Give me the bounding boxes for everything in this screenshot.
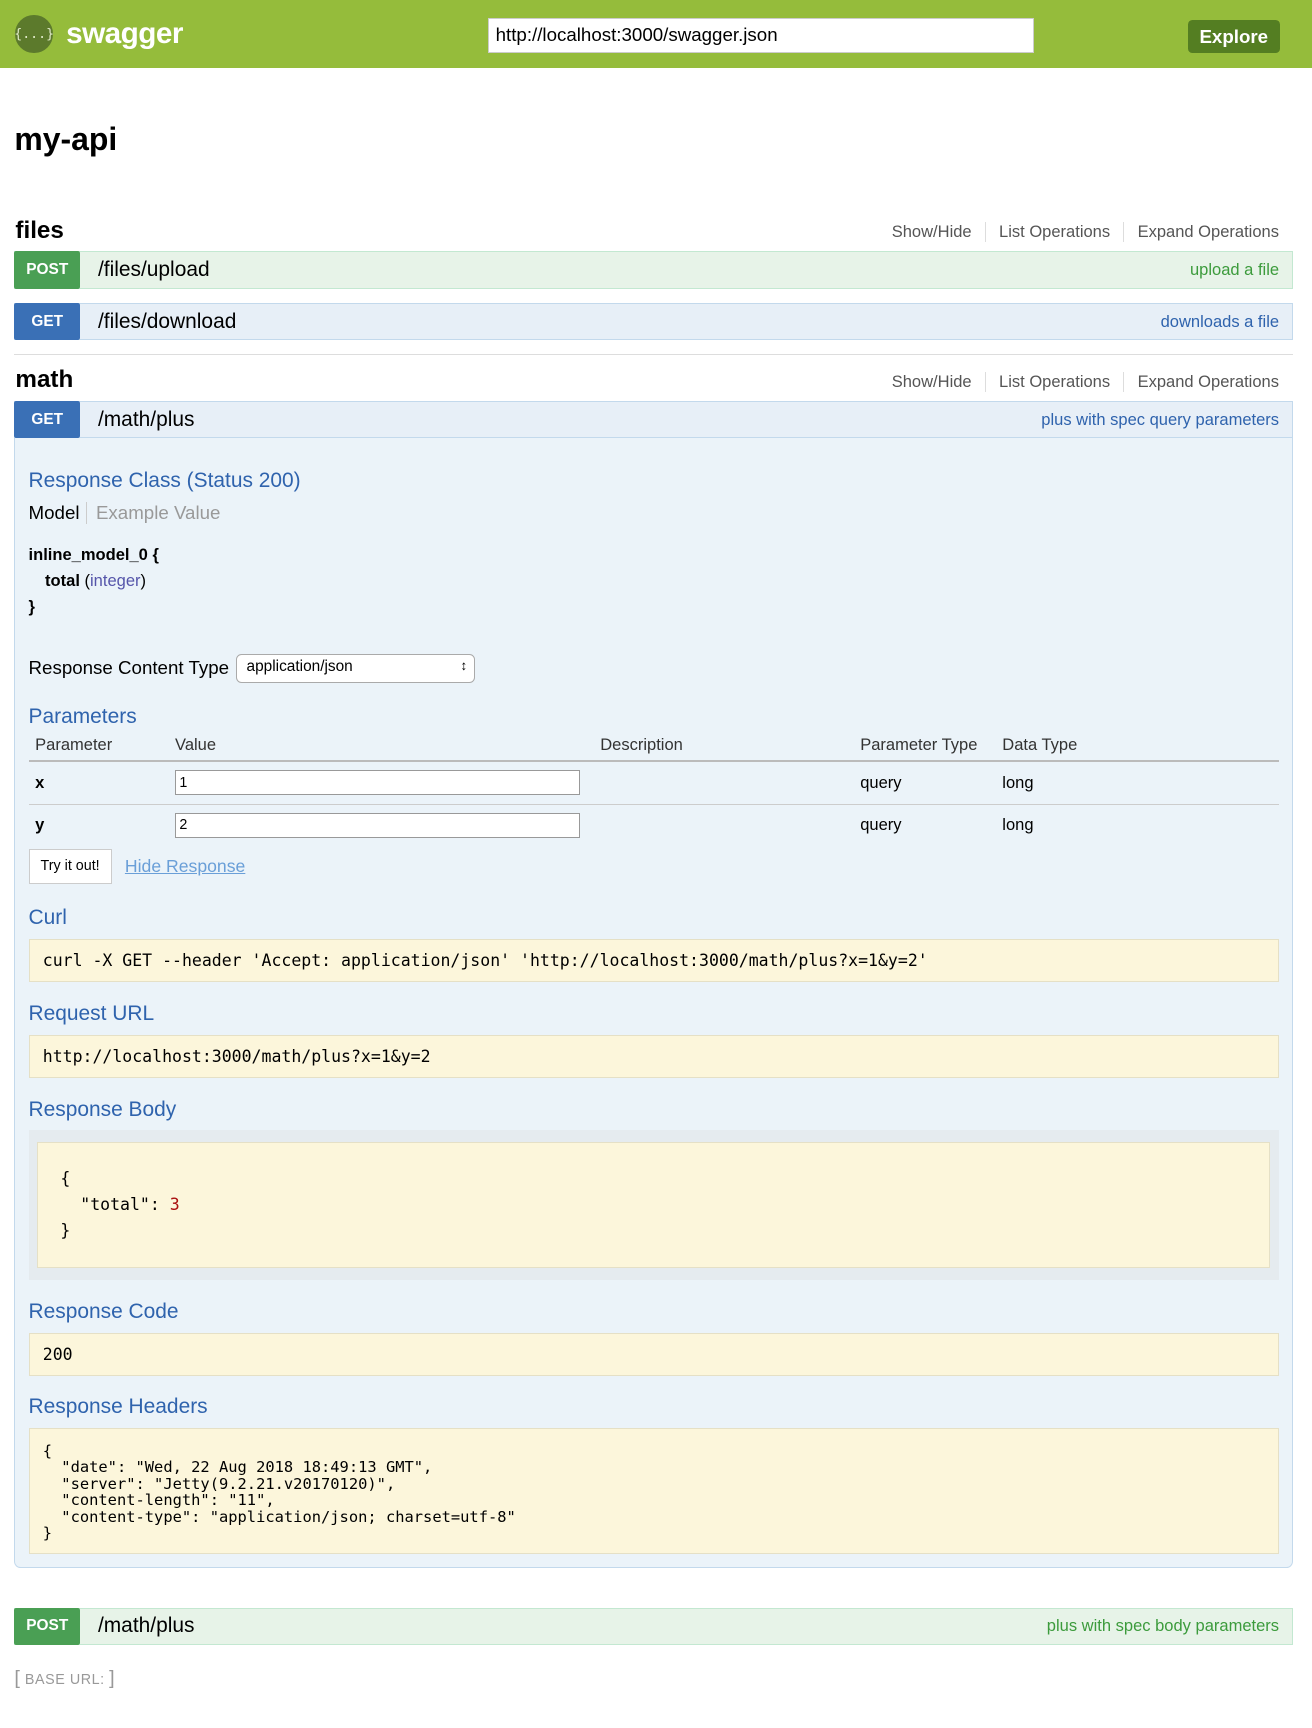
bracket: [ bbox=[14, 1667, 21, 1690]
resource-title[interactable]: math bbox=[15, 366, 74, 394]
method-badge: POST bbox=[14, 1607, 81, 1646]
method-badge: GET bbox=[14, 302, 81, 341]
param-x-input[interactable] bbox=[175, 770, 581, 795]
response-content-type-select[interactable]: application/json bbox=[235, 653, 475, 683]
top-bar: {...} swagger Explore bbox=[0, 0, 1312, 69]
example-value-tab[interactable]: Example Value bbox=[95, 501, 221, 523]
curl-title: Curl bbox=[28, 906, 67, 930]
operation-summary[interactable]: plus with spec body parameters bbox=[1046, 1616, 1280, 1636]
operation-path[interactable]: /math/plus bbox=[97, 407, 195, 431]
table-row: x query long bbox=[28, 760, 1280, 805]
model-name: inline_model_0 { bbox=[28, 544, 159, 564]
json-value: 3 bbox=[169, 1194, 180, 1214]
response-content-type-label: Response Content Type bbox=[28, 657, 230, 679]
request-url-title: Request URL bbox=[28, 1001, 155, 1025]
base-url: [ BASE URL: ] bbox=[14, 1667, 1293, 1690]
operation-summary[interactable]: downloads a file bbox=[1160, 311, 1280, 331]
operation-get-math-plus[interactable]: GET /math/plus plus with spec query para… bbox=[14, 400, 1294, 439]
response-code-title: Response Code bbox=[28, 1299, 179, 1323]
bracket: ] bbox=[109, 1667, 116, 1690]
method-badge: GET bbox=[14, 400, 81, 439]
resource-title[interactable]: files bbox=[15, 216, 64, 244]
json-key: "total": bbox=[60, 1194, 170, 1214]
operation-get-files-download[interactable]: GET /files/download downloads a file bbox=[14, 302, 1294, 341]
column-header: Value bbox=[168, 730, 594, 762]
response-body-title: Response Body bbox=[28, 1097, 177, 1121]
param-type: query bbox=[860, 815, 902, 835]
operation-path[interactable]: /files/upload bbox=[97, 257, 210, 281]
operation-path[interactable]: /files/download bbox=[97, 309, 237, 333]
api-title: my-api bbox=[14, 121, 118, 158]
parameters-table: Parameter Value Description Parameter Ty… bbox=[28, 730, 1280, 847]
method-badge: POST bbox=[14, 251, 81, 289]
logo-text: swagger bbox=[66, 17, 183, 51]
param-description bbox=[593, 760, 854, 805]
param-type: query bbox=[853, 760, 996, 805]
response-headers-title: Response Headers bbox=[28, 1395, 208, 1419]
expand-operations-link[interactable]: Expand Operations bbox=[1137, 222, 1279, 242]
model-tab[interactable]: Model bbox=[29, 501, 88, 524]
show-hide-link[interactable]: Show/Hide bbox=[879, 222, 986, 243]
json-brace: { bbox=[60, 1168, 71, 1188]
operation-post-files-upload[interactable]: POST /files/upload upload a file bbox=[14, 251, 1294, 289]
data-type: long bbox=[1002, 815, 1034, 835]
response-body: { "total": 3 } bbox=[37, 1142, 1271, 1268]
operation-path[interactable]: /math/plus bbox=[97, 1614, 195, 1638]
param-name: x bbox=[35, 772, 45, 792]
show-hide-link[interactable]: Show/Hide bbox=[879, 372, 986, 393]
model-field-type: integer bbox=[90, 571, 141, 591]
divider bbox=[14, 353, 1294, 355]
list-operations-link[interactable]: List Operations bbox=[986, 372, 1125, 393]
list-operations-link[interactable]: List Operations bbox=[986, 222, 1125, 243]
data-type: long bbox=[995, 760, 1280, 805]
column-header: Description bbox=[593, 730, 854, 762]
swagger-logo[interactable]: {...} swagger bbox=[14, 15, 183, 53]
json-brace: } bbox=[60, 1221, 71, 1241]
model-signature: inline_model_0 { total (integer) } bbox=[28, 544, 159, 617]
operation-summary[interactable]: plus with spec query parameters bbox=[1041, 409, 1280, 429]
resource-files: files Show/Hide List Operations Expand O… bbox=[14, 205, 1294, 341]
try-it-out-button[interactable]: Try it out! bbox=[28, 848, 112, 885]
response-class-title: Response Class (Status 200) bbox=[28, 469, 301, 493]
resource-math: math Show/Hide List Operations Expand Op… bbox=[14, 355, 1294, 1646]
column-header: Parameter bbox=[28, 730, 169, 762]
operation-details: Response Class (Status 200) Model Exampl… bbox=[14, 438, 1294, 1568]
model-close: } bbox=[28, 597, 35, 617]
curl-command: curl -X GET --header 'Accept: applicatio… bbox=[28, 939, 1280, 983]
param-y-input[interactable] bbox=[175, 813, 581, 838]
spec-url-input[interactable] bbox=[488, 17, 1035, 53]
model-field: total bbox=[45, 571, 80, 591]
explore-button[interactable]: Explore bbox=[1187, 19, 1281, 53]
hide-response-link[interactable]: Hide Response bbox=[124, 855, 246, 876]
operation-post-math-plus[interactable]: POST /math/plus plus with spec body para… bbox=[14, 1607, 1294, 1646]
request-url: http://localhost:3000/math/plus?x=1&y=2 bbox=[28, 1034, 1280, 1078]
column-header: Data Type bbox=[995, 730, 1280, 762]
expand-operations-link[interactable]: Expand Operations bbox=[1137, 372, 1279, 392]
swagger-icon: {...} bbox=[14, 15, 54, 53]
response-code: 200 bbox=[28, 1332, 1280, 1376]
parameters-title: Parameters bbox=[28, 704, 137, 728]
response-headers: { "date": "Wed, 22 Aug 2018 18:49:13 GMT… bbox=[28, 1428, 1280, 1554]
param-description bbox=[594, 804, 854, 846]
column-header: Parameter Type bbox=[853, 730, 996, 762]
table-row: y query long bbox=[29, 804, 1280, 846]
base-url-label: BASE URL: bbox=[24, 1672, 105, 1689]
operation-summary[interactable]: upload a file bbox=[1189, 259, 1280, 279]
param-name: y bbox=[35, 815, 45, 835]
